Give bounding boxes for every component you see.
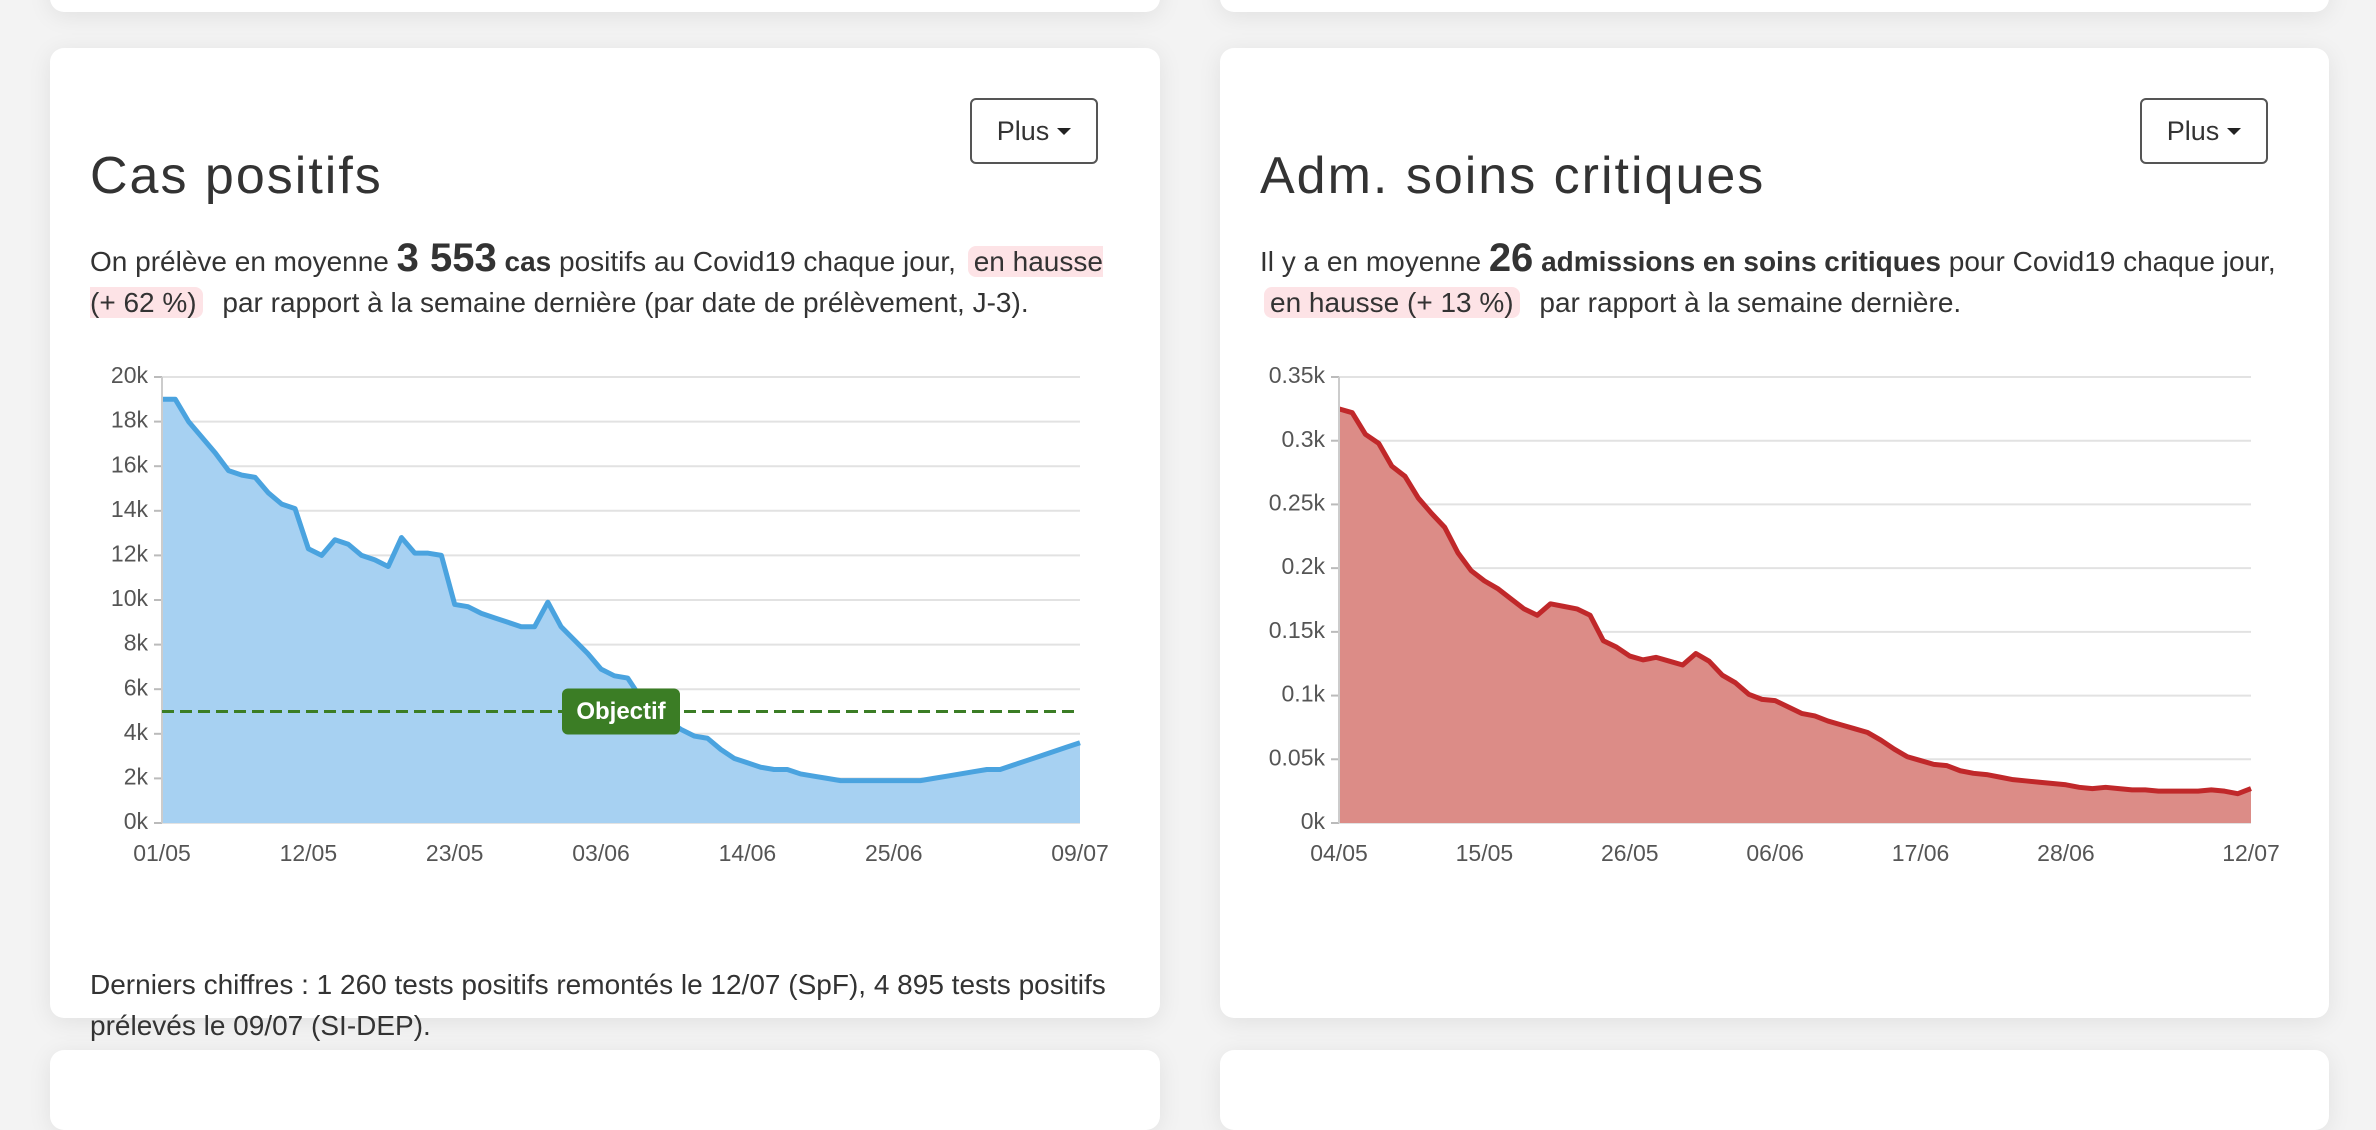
button-label: Plus xyxy=(996,115,1050,146)
card: Adm. soins critiques Plus Il y a en moye… xyxy=(1220,48,2329,1018)
summary: On prélève en moyenne 3 553 cas positifs… xyxy=(90,238,1120,323)
number: 26 xyxy=(1488,236,1534,280)
dropdown-button[interactable]: Plus xyxy=(970,98,1098,164)
button-label: Plus xyxy=(2166,115,2220,146)
text: positifs au Covid19 chaque jour, xyxy=(559,246,956,277)
card-below xyxy=(1220,1050,2329,1130)
trend-badge: en hausse (+ 13 %) xyxy=(1264,287,1520,318)
footer-note: Derniers chiffres : 1 260 tests positifs… xyxy=(90,969,1106,1041)
card-below xyxy=(50,1050,1160,1130)
caret xyxy=(1057,127,1072,135)
card-above xyxy=(1220,0,2329,12)
caret xyxy=(2227,127,2242,135)
unit: admissions en soins critiques xyxy=(1541,246,1941,277)
text: On prélève en moyenne xyxy=(90,246,389,277)
card: Cas positifs Plus On prélève en moyenne … xyxy=(50,48,1160,1041)
card-title: Adm. soins critiques xyxy=(1260,147,1766,205)
number: 3 553 xyxy=(396,236,497,280)
text: par rapport à la semaine dernière. xyxy=(1539,287,1962,318)
text: Il y a en moyenne xyxy=(1260,246,1482,277)
unit: cas xyxy=(504,246,552,277)
dropdown-button[interactable]: Plus xyxy=(2140,98,2268,164)
page: Cas positifs Plus On prélève en moyenne … xyxy=(50,0,2329,1130)
card-above xyxy=(50,0,1160,12)
text: pour Covid19 chaque jour, xyxy=(1948,246,2276,277)
card-title: Cas positifs xyxy=(90,147,383,205)
summary: Il y a en moyenne 26 admissions en soins… xyxy=(1260,238,2290,323)
text: par rapport à la semaine dernière (par d… xyxy=(222,287,1029,318)
